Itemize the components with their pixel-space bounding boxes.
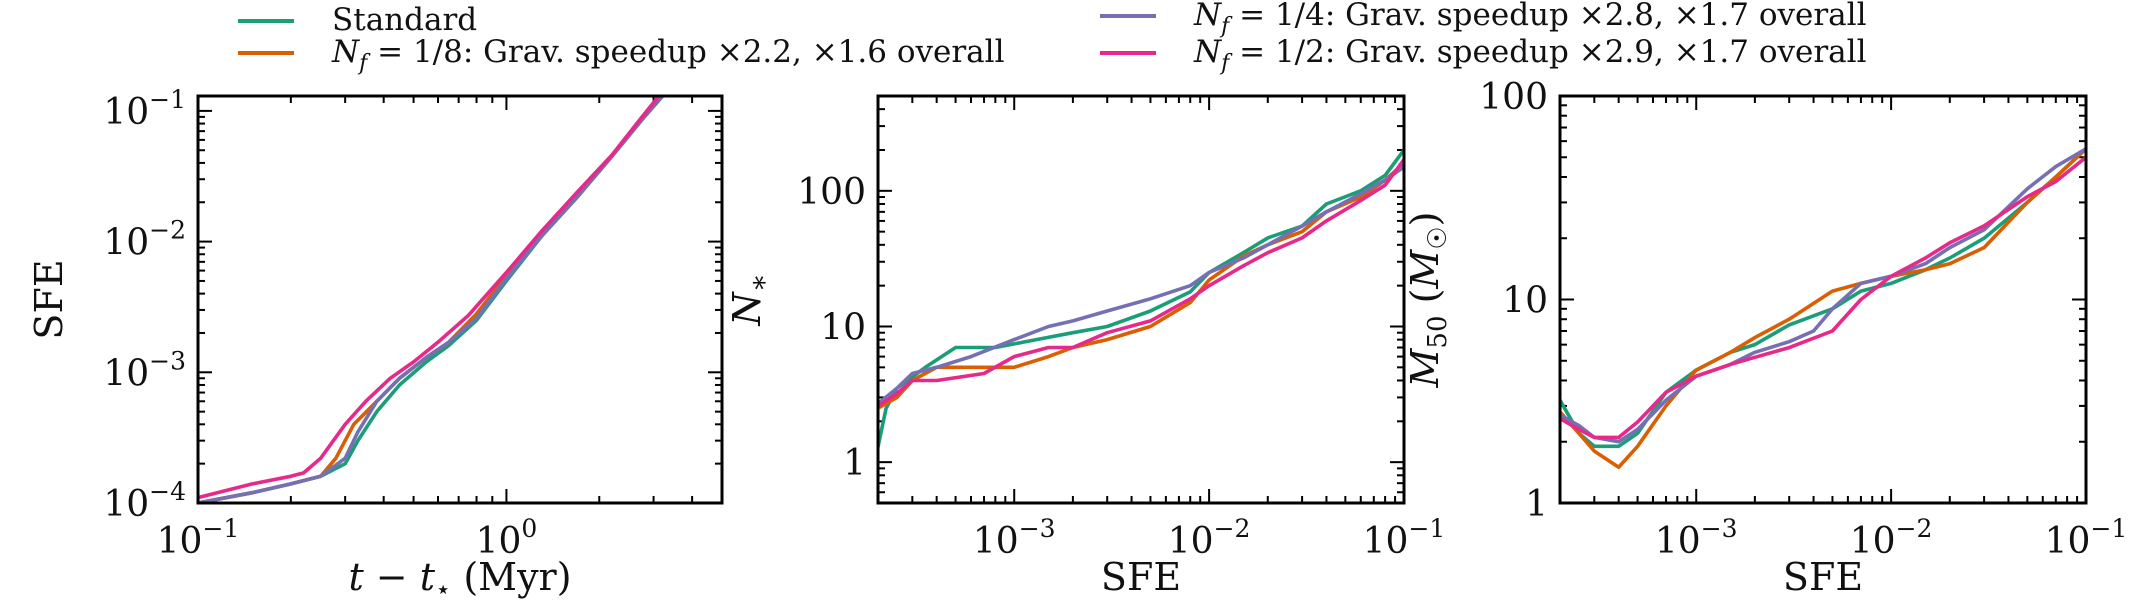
panel-nstar-vs-sfe: 10−3 10−2 10−1 1 10 100 SFE N∗ [725, 94, 1446, 599]
panel-m50-vs-sfe: 10−3 10−2 10−1 1 10 100 SFE M50 (M☉) [1403, 77, 2127, 599]
series-line-nf_1_4 [878, 165, 1404, 406]
ticks [197, 96, 723, 504]
y-tick-label: 100 [1479, 77, 1548, 118]
series-line-nf_1_2 [198, 96, 662, 500]
y-tick-label: 1 [843, 443, 866, 484]
series-line-nf_1_8 [1560, 147, 2086, 470]
x-tick-label: 10−2 [1850, 514, 1933, 562]
y-tick-label: 10−1 [103, 85, 186, 133]
series-line-nf_1_2 [878, 157, 1404, 408]
legend-label-nf_1_4: Nf = 1/4: Grav. speedup ×2.8, ×1.7 overa… [1193, 0, 1866, 39]
legend-label-nf_1_8: Nf = 1/8: Grav. speedup ×2.2, ×1.6 overa… [331, 34, 1004, 76]
series-line-nf_1_8 [878, 161, 1404, 411]
x-axis-label: SFE [1783, 555, 1863, 599]
y-tick-label: 10 [820, 307, 866, 348]
axes-frame [196, 94, 724, 505]
y-axis-label: N∗ [725, 273, 775, 326]
y-axis-label: SFE [27, 259, 71, 339]
series-line-nf_1_4 [1560, 147, 2086, 444]
series-group [1560, 147, 2086, 470]
y-tick-label: 10 [1502, 281, 1548, 322]
x-tick-label: 100 [476, 514, 538, 562]
series-line-nf_1_8 [198, 96, 666, 503]
x-axis-label: t − t⋆ (Myr) [348, 555, 571, 605]
series-line-standard [878, 148, 1404, 449]
series-group [878, 148, 1404, 449]
x-tick-label: 10−1 [157, 514, 240, 562]
x-tick-label: 10−2 [1168, 514, 1251, 562]
series-line-standard [198, 96, 666, 503]
axes-frame [1558, 94, 2088, 505]
x-tick-label: 10−1 [2045, 514, 2128, 562]
y-tick-label: 10−3 [103, 346, 186, 394]
y-axis-label: M50 (M☉) [1403, 212, 1453, 389]
x-tick-label: 10−1 [1363, 514, 1446, 562]
y-tick-label: 1 [1525, 484, 1548, 525]
x-tick-label: 10−3 [973, 514, 1056, 562]
x-axis-label: SFE [1101, 555, 1181, 599]
series-line-standard [1560, 147, 2086, 449]
axes-frame [876, 94, 1406, 505]
panel-sfe-vs-time: 10−1 100 10−4 10−3 10−2 10−1 t − t⋆ (Myr) SFE [27, 85, 724, 605]
legend-label-standard: Standard [332, 2, 477, 38]
y-tick-label: 10−2 [103, 216, 186, 264]
x-tick-label: 10−3 [1655, 514, 1738, 562]
ticks [877, 95, 1405, 504]
y-tick-label: 100 [797, 172, 866, 213]
series-line-nf_1_4 [198, 96, 666, 503]
y-tick-label: 10−4 [103, 477, 186, 525]
legend-label-nf_1_2: Nf = 1/2: Grav. speedup ×2.9, ×1.7 overa… [1193, 34, 1866, 76]
series-group [198, 96, 666, 503]
series-line-nf_1_2 [1560, 155, 2086, 440]
